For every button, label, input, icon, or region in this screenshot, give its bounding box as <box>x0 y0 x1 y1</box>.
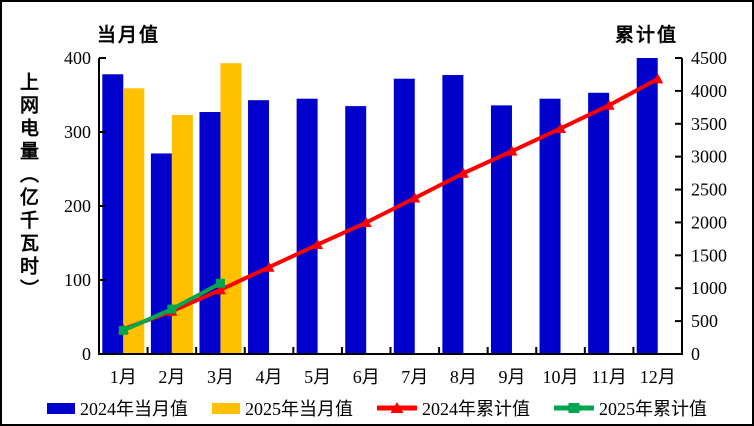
left-axis-title: 当月值 <box>97 25 161 46</box>
legend-item-2025-monthly: 2025年当月值 <box>212 395 353 421</box>
legend-item-2025-cumulative: 2025年累计值 <box>554 395 707 421</box>
cumulative-2024-marker-10月 <box>555 122 567 133</box>
left-tick-label: 100 <box>64 270 91 290</box>
cumulative-2024-line <box>121 76 660 332</box>
cumulative-2024-marker-5月 <box>312 239 324 250</box>
bar-2024-8月 <box>442 75 464 355</box>
left-tick-label: 0 <box>82 344 91 364</box>
x-tick-label-12月: 12月 <box>640 367 676 387</box>
right-axis-title: 累计值 <box>614 25 678 46</box>
cumulative-2024-marker-7月 <box>409 192 421 203</box>
bar-2025-1月 <box>123 88 145 354</box>
x-tick-label-1月: 1月 <box>110 367 137 387</box>
x-tick-label-9月: 9月 <box>498 367 525 387</box>
cumulative-2025-marker-1月 <box>118 325 128 335</box>
x-tick-label-3月: 3月 <box>207 367 234 387</box>
bar-2024-1月 <box>102 74 124 354</box>
legend-swatch-bar-2025-icon <box>212 402 240 414</box>
bar-2024-5月 <box>296 98 318 354</box>
x-tick-label-4月: 4月 <box>256 367 283 387</box>
cumulative-2024-marker-4月 <box>263 261 275 272</box>
legend-line-triangle-marker-icon <box>377 402 417 413</box>
bar-2024-2月 <box>150 153 172 354</box>
right-tick-label: 3000 <box>691 147 727 167</box>
legend-item-2024-monthly: 2024年当月值 <box>47 395 188 421</box>
cumulative-2024-marker-8月 <box>457 167 469 178</box>
left-tick-label: 300 <box>64 122 91 142</box>
legend-swatch-bar-2024-icon <box>47 402 75 414</box>
x-tick-label-2月: 2月 <box>158 367 185 387</box>
x-tick-label-7月: 7月 <box>401 367 428 387</box>
right-tick-label: 500 <box>691 311 718 331</box>
legend-label-2024-cumulative: 2024年累计值 <box>422 399 530 419</box>
cumulative-2024-marker-12月 <box>652 73 664 84</box>
right-tick-label: 2500 <box>691 180 727 200</box>
x-tick-label-6月: 6月 <box>353 367 380 387</box>
bar-2024-9月 <box>490 105 512 354</box>
cumulative-2025-marker-3月 <box>215 278 225 288</box>
x-tick-label-10月: 10月 <box>543 367 579 387</box>
legend-line-square-marker-icon <box>554 403 594 413</box>
left-tick-label: 200 <box>64 196 91 216</box>
bar-2024-6月 <box>345 106 367 354</box>
right-tick-label: 3500 <box>691 114 727 134</box>
bar-2024-12月 <box>636 58 658 354</box>
bar-2024-11月 <box>588 92 610 354</box>
cumulative-2025-marker-2月 <box>167 304 177 314</box>
y-axis-label: 上网电量（亿千瓦时） <box>17 72 38 302</box>
x-tick-label-11月: 11月 <box>591 367 626 387</box>
right-tick-label: 4500 <box>691 48 727 68</box>
legend-label-2024-monthly: 2024年当月值 <box>80 399 188 419</box>
legend-label-2025-monthly: 2025年当月值 <box>245 399 353 419</box>
right-tick-label: 0 <box>691 344 700 364</box>
cumulative-2024-marker-6月 <box>360 217 372 228</box>
right-tick-label: 4000 <box>691 81 727 101</box>
legend-label-2025-cumulative: 2025年累计值 <box>599 399 707 419</box>
x-tick-label-5月: 5月 <box>304 367 331 387</box>
right-tick-label: 1000 <box>691 278 727 298</box>
cumulative-2024-marker-9月 <box>506 145 518 156</box>
right-tick-label: 1500 <box>691 245 727 265</box>
bar-2025-2月 <box>171 114 193 354</box>
right-tick-label: 2000 <box>691 212 727 232</box>
bar-2024-4月 <box>248 100 270 355</box>
legend: 2024年当月值 2025年当月值 2024年累计值 2025年累计值 <box>2 395 752 421</box>
bar-2025-3月 <box>220 63 242 355</box>
x-tick-label-8月: 8月 <box>450 367 477 387</box>
bar-2024-3月 <box>199 112 221 355</box>
bar-2024-10月 <box>539 98 561 354</box>
cumulative-2024-marker-11月 <box>603 99 615 110</box>
left-tick-label: 400 <box>64 48 91 68</box>
bar-2024-7月 <box>393 78 415 354</box>
legend-item-2024-cumulative: 2024年累计值 <box>377 395 530 421</box>
cumulative-2024-marker-3月 <box>214 284 226 295</box>
